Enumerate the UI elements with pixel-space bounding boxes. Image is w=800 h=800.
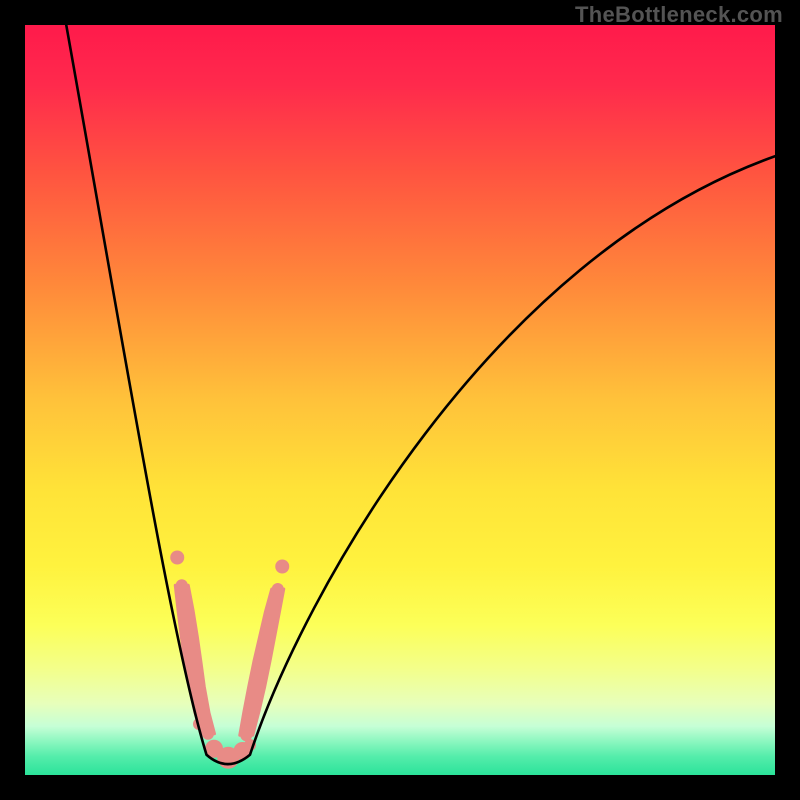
gradient-bg <box>25 25 775 775</box>
watermark-text: TheBottleneck.com <box>575 2 783 28</box>
gradient-background <box>25 25 775 775</box>
plot-area <box>25 25 775 775</box>
